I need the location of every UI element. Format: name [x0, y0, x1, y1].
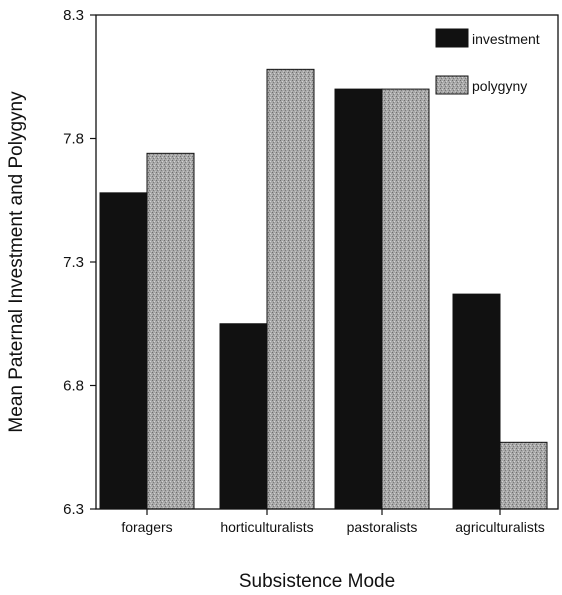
x-axis-title: Subsistence Mode	[239, 571, 395, 592]
bar-investment-agriculturalists	[452, 293, 501, 510]
x-category-label: pastoralists	[347, 519, 418, 535]
bar-polygyny-horticulturalists	[266, 68, 315, 510]
y-tick-label: 6.3	[63, 501, 84, 518]
bar-polygyny-agriculturalists	[499, 441, 548, 510]
x-category-label: agriculturalists	[455, 519, 544, 535]
y-tick-label: 6.8	[63, 378, 84, 395]
x-axis: foragers horticulturalists pastoralists agr…	[121, 509, 545, 535]
y-tick-label: 7.8	[63, 131, 84, 148]
bars-group	[99, 68, 548, 510]
plot-frame	[95, 14, 559, 510]
bar-polygyny-pastoralists	[381, 88, 430, 510]
legend-swatch-polygyny	[435, 75, 469, 95]
y-axis: 6.3 6.8 7.3 7.8 8.3	[63, 7, 96, 518]
y-axis-title: Mean Paternal Investment and Polygyny	[6, 91, 27, 433]
legend-label-investment: investment	[472, 31, 540, 47]
bar-investment-foragers	[99, 192, 148, 510]
legend-label-polygyny: polygyny	[472, 78, 527, 94]
y-tick-label: 7.3	[63, 254, 84, 271]
bar-polygyny-foragers	[146, 152, 195, 510]
bar-investment-pastoralists	[334, 88, 383, 510]
x-category-label: foragers	[121, 519, 172, 535]
x-category-label: horticulturalists	[220, 519, 313, 535]
y-tick-label: 8.3	[63, 7, 84, 24]
legend: investment polygyny	[435, 28, 540, 95]
bar-investment-horticulturalists	[219, 323, 268, 510]
legend-swatch-investment	[435, 28, 469, 48]
